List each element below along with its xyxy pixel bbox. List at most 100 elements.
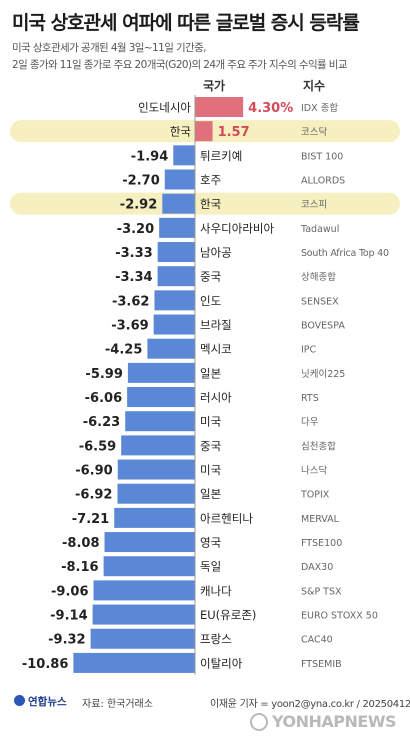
- value-label-10: -4.25: [105, 343, 142, 358]
- bar-16: [117, 483, 195, 504]
- country-label-10: 멕시코: [200, 342, 232, 356]
- bar-23: [73, 652, 195, 673]
- country-label-0: 인도네시아: [138, 101, 191, 115]
- logo-icon: [14, 695, 25, 706]
- country-label-8: 인도: [200, 294, 221, 308]
- index-label-14: 심천종합: [301, 441, 336, 452]
- value-label-13: -6.23: [83, 415, 120, 430]
- index-label-21: EURO STOXX 50: [301, 611, 378, 622]
- value-label-20: -9.06: [51, 584, 88, 599]
- country-label-16: 일본: [200, 487, 221, 501]
- index-label-6: South Africa Top 40: [301, 248, 389, 259]
- country-column-header: 국가: [203, 78, 225, 93]
- value-label-3: -2.70: [122, 174, 159, 189]
- index-label-20: S&P TSX: [301, 586, 342, 597]
- index-label-1: 코스닥: [301, 127, 327, 138]
- index-label-15: 나스닥: [301, 466, 327, 477]
- source-text: 자료: 한국거래소: [82, 699, 153, 710]
- bar-3: [164, 169, 195, 190]
- value-label-11: -5.99: [85, 367, 122, 382]
- bar-18: [104, 532, 195, 553]
- bar-9: [153, 314, 195, 335]
- bar-2: [173, 145, 195, 166]
- index-label-10: IPC: [301, 345, 317, 356]
- index-label-5: Tadawul: [300, 224, 339, 235]
- country-label-9: 브라질: [200, 318, 232, 332]
- bar-21: [92, 604, 195, 625]
- country-label-6: 남아공: [200, 246, 232, 260]
- index-label-18: FTSE100: [301, 538, 342, 549]
- country-label-15: 미국: [200, 463, 221, 477]
- country-label-20: 캐나다: [200, 584, 232, 598]
- subtitle-line-1: 미국 상호관세가 공개된 4월 3일~11일 기간중,: [12, 42, 207, 54]
- index-column-header: 지수: [303, 78, 325, 93]
- bar-11: [127, 362, 195, 383]
- value-label-7: -3.34: [115, 270, 152, 285]
- value-label-18: -8.08: [62, 536, 99, 551]
- bar-chart: 국가 지수 4.30% 인도네시아 IDX 종합 1.57 한국 코스닥 -1.94 튀르키예 BI…: [10, 78, 400, 675]
- value-label-14: -6.59: [79, 439, 116, 454]
- index-label-16: TOPIX: [300, 490, 330, 501]
- value-label-16: -6.92: [75, 488, 112, 503]
- bar-7: [157, 266, 195, 287]
- index-label-8: SENSEX: [301, 296, 339, 307]
- index-label-9: BOVESPA: [301, 321, 345, 332]
- bar-15: [117, 459, 195, 480]
- bar-8: [154, 290, 195, 311]
- bar-0: [195, 97, 244, 117]
- bar-17: [114, 507, 195, 528]
- logo-text: 연합뉴스: [28, 696, 67, 708]
- index-label-3: ALLORDS: [301, 176, 345, 187]
- value-label-9: -3.69: [111, 319, 148, 334]
- country-label-5: 사우디아라비아: [200, 221, 274, 235]
- country-label-1: 한국: [170, 125, 191, 139]
- watermark-text: YONHAPNEWS: [272, 712, 397, 731]
- bar-10: [147, 338, 195, 359]
- value-label-15: -6.90: [75, 464, 112, 479]
- country-label-2: 튀르키예: [200, 149, 242, 163]
- value-label-12: -6.06: [85, 391, 122, 406]
- bar-6: [157, 242, 195, 263]
- chart-title: 미국 상호관세 여파에 따른 글로벌 증시 등락률: [12, 12, 360, 34]
- value-label-1: 1.57: [218, 125, 250, 140]
- country-label-3: 호주: [200, 173, 221, 187]
- country-label-19: 독일: [200, 560, 221, 574]
- index-label-22: CAC40: [301, 635, 333, 646]
- index-label-19: DAX30: [301, 562, 333, 573]
- bar-5: [159, 217, 195, 238]
- index-label-0: IDX 종합: [301, 103, 338, 114]
- bar-22: [90, 628, 195, 649]
- subtitle-line-2: 2일 종가와 11일 종가로 주요 20개국(G20)의 24개 주요 주가 지…: [12, 59, 348, 71]
- value-label-8: -3.62: [112, 294, 149, 309]
- value-label-17: -7.21: [72, 512, 109, 527]
- value-label-23: -10.86: [22, 657, 69, 672]
- country-label-11: 일본: [200, 366, 221, 380]
- country-label-17: 아르헨티나: [200, 511, 253, 525]
- country-label-13: 미국: [200, 415, 221, 429]
- value-label-5: -3.20: [117, 222, 154, 237]
- index-label-17: MERVAL: [301, 514, 340, 525]
- country-label-18: 영국: [200, 536, 221, 550]
- credit-text: 이재윤 기자 = yoon2@yna.co.kr / 20250412: [210, 699, 410, 710]
- highlight-band-4: [10, 192, 400, 215]
- watermark-logo-icon: [250, 713, 268, 731]
- bar-13: [125, 411, 195, 432]
- country-label-14: 중국: [200, 439, 221, 453]
- bar-20: [93, 580, 195, 601]
- watermark: YONHAPNEWS: [250, 712, 397, 731]
- country-label-23: 이탈리아: [200, 656, 243, 670]
- bar-19: [103, 556, 195, 577]
- value-label-6: -3.33: [115, 246, 152, 261]
- country-label-12: 러시아: [200, 391, 232, 405]
- value-label-4: -2.92: [120, 198, 157, 213]
- bar-14: [121, 435, 195, 456]
- country-label-22: 프랑스: [200, 632, 232, 646]
- country-label-7: 중국: [200, 270, 221, 284]
- value-label-0: 4.30%: [248, 101, 293, 116]
- index-label-23: FTSEMIB: [301, 659, 342, 670]
- index-label-2: BIST 100: [301, 151, 343, 162]
- value-label-2: -1.94: [131, 149, 168, 164]
- value-label-19: -8.16: [61, 560, 98, 575]
- index-label-13: 다우: [301, 417, 319, 428]
- value-label-22: -9.32: [48, 633, 85, 648]
